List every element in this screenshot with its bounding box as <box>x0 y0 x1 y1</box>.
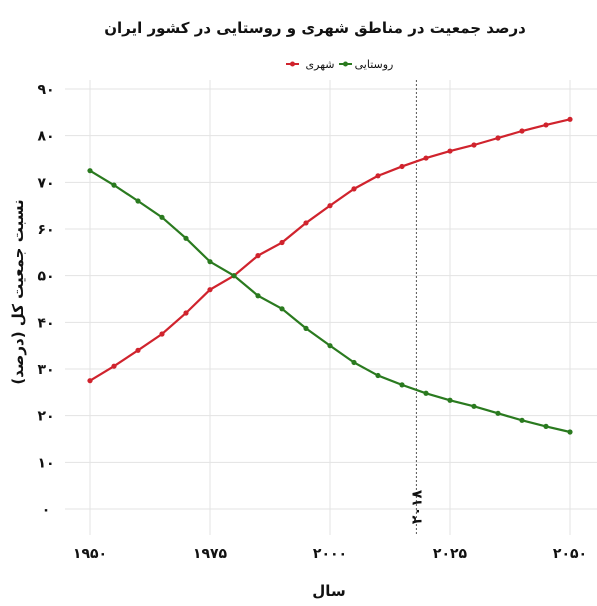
y-tick-label: ۹۰ <box>37 82 54 98</box>
data-point-rural <box>423 390 429 396</box>
data-point-urban <box>279 239 285 246</box>
y-tick-label: ۱۰ <box>37 455 54 471</box>
data-point-rural <box>471 403 477 409</box>
data-point-rural <box>207 259 213 265</box>
data-point-urban <box>135 347 141 353</box>
data-point-rural <box>135 198 141 204</box>
data-point-rural <box>495 410 501 416</box>
data-point-urban <box>87 378 93 384</box>
data-point-rural <box>111 182 117 188</box>
data-point-urban <box>375 173 381 179</box>
data-point-urban <box>183 310 189 316</box>
data-point-urban <box>159 331 165 337</box>
data-point-urban <box>567 116 573 122</box>
y-tick-label: ۳۰ <box>37 362 54 378</box>
data-point-urban <box>327 203 333 209</box>
data-point-urban <box>351 186 357 192</box>
data-point-urban <box>255 253 261 259</box>
x-tick-label: ۲۰۵۰ <box>553 546 587 562</box>
y-tick-label: ۸۰ <box>37 129 54 145</box>
data-point-rural <box>351 359 357 366</box>
plot-area: ۰ ۱۰ ۲۰ ۳۰ ۴۰ ۵۰ ۶۰ ۷۰ ۸۰ ۹۰ ۱۹۵۰ ۱۹۷۵ ۲۰۰۰ ۲۰۲۵ ۲۰۵۰ ۲… <box>37 80 597 562</box>
chart-title: درصد جمعیت در مناطق شهری و روستایی در کش… <box>104 19 526 37</box>
x-axis-label: سال <box>312 582 345 600</box>
data-point-urban <box>207 287 213 293</box>
data-point-rural <box>567 429 573 435</box>
data-point-urban <box>447 148 453 154</box>
data-point-rural <box>543 423 549 429</box>
data-point-urban <box>519 128 525 134</box>
y-tick-label: ۵۰ <box>37 269 54 285</box>
data-point-rural <box>231 273 237 279</box>
y-tick-label: ۶۰ <box>37 222 54 238</box>
x-tick-label: ۲۰۰۰ <box>313 546 347 562</box>
data-point-urban <box>495 135 501 141</box>
data-point-rural <box>255 293 261 299</box>
data-point-rural <box>399 382 405 388</box>
data-point-rural <box>303 325 309 331</box>
data-point-urban <box>423 155 429 161</box>
data-point-urban <box>303 220 309 226</box>
x-tick-label: ۱۹۵۰ <box>73 546 107 562</box>
marker-label-2018: ۲۰۱۸ <box>409 489 425 524</box>
data-point-rural <box>447 397 453 403</box>
data-point-urban <box>543 122 549 128</box>
y-axis-label: نسبت جمعیت کل (درصد) <box>9 199 27 384</box>
data-point-rural <box>87 168 93 174</box>
y-tick-label: ۷۰ <box>37 175 54 191</box>
data-point-rural <box>183 235 189 241</box>
legend-label-rural: روستایی <box>355 58 394 71</box>
y-tick-label: ۲۰ <box>37 409 54 425</box>
data-point-rural <box>159 214 165 220</box>
x-tick-label: ۱۹۷۵ <box>193 546 228 562</box>
data-point-rural <box>327 343 333 349</box>
y-tick-label: ۰ <box>42 502 51 518</box>
legend-item-rural: روستایی <box>339 58 393 71</box>
y-tick-label: ۴۰ <box>37 315 54 331</box>
data-point-urban <box>111 363 117 369</box>
legend-label-urban: شهری <box>306 58 335 71</box>
data-point-rural <box>375 372 381 379</box>
data-point-rural <box>279 306 285 312</box>
legend: شهری روستایی <box>286 58 393 71</box>
data-point-rural <box>519 417 525 423</box>
data-point-urban <box>471 142 477 148</box>
data-point-urban <box>399 163 405 170</box>
legend-item-urban: شهری <box>286 58 334 71</box>
x-tick-label: ۲۰۲۵ <box>433 546 468 562</box>
